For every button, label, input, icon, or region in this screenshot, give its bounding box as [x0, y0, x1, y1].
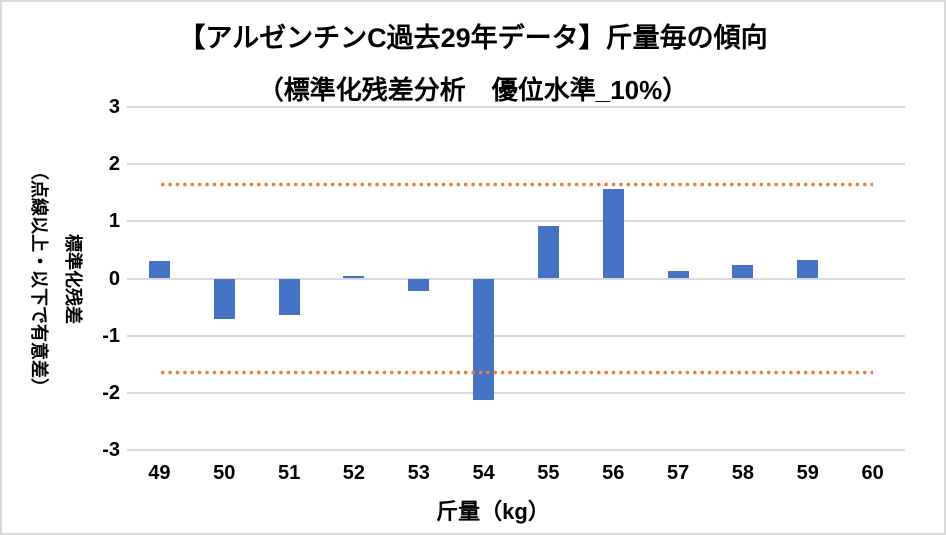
- x-axis-title: 斤量（kg）: [436, 499, 550, 524]
- bar-55: [537, 225, 559, 279]
- y-axis-title-line2: （点線以上・以下で有意差）: [29, 161, 49, 396]
- gridline-2: [127, 163, 905, 166]
- significance-line-lower: [159, 369, 873, 375]
- x-tick-label-59: 59: [796, 462, 819, 484]
- y-axis-title-text: 標準化残差 （点線以上・以下で有意差）: [22, 162, 90, 396]
- chart-subtitle: （標準化残差分析 優位水準_10%）: [257, 75, 689, 105]
- y-tick-label--1: -1: [102, 324, 120, 347]
- x-tick-label-52: 52: [342, 462, 366, 484]
- bar-51: [278, 278, 300, 316]
- bar-58: [732, 265, 754, 279]
- y-tick-label-2: 2: [108, 153, 120, 176]
- bar-53: [408, 278, 430, 291]
- bar-59: [797, 260, 819, 279]
- bar-52: [343, 276, 365, 279]
- gridline--1: [127, 334, 905, 337]
- x-tick-label-56: 56: [602, 462, 625, 484]
- y-tick-label--2: -2: [102, 381, 120, 404]
- y-tick-label--3: -3: [102, 439, 120, 461]
- bar-56: [602, 189, 624, 279]
- x-tick-label-51: 51: [277, 462, 301, 484]
- x-tick-label-57: 57: [666, 462, 690, 484]
- x-tick-label-55: 55: [537, 462, 560, 484]
- gridline-1: [127, 220, 905, 223]
- x-tick-label-60: 60: [861, 462, 884, 484]
- y-axis-title-line1: 標準化残差: [63, 233, 83, 324]
- bar-57: [667, 271, 689, 279]
- y-tick-label-0: 0: [108, 267, 120, 290]
- gridline--3: [127, 449, 905, 451]
- x-tick-label-54: 54: [472, 462, 495, 484]
- x-tick-label-53: 53: [407, 462, 430, 484]
- bar-49: [148, 260, 170, 279]
- chart-title: 【アルゼンチンC過去29年データ】斤量毎の傾向: [178, 23, 768, 53]
- x-tick-label-49: 49: [148, 462, 171, 484]
- y-tick-label-3: 3: [108, 96, 120, 118]
- bar-50: [213, 278, 235, 320]
- plot-area: [127, 106, 905, 451]
- gridline-3: [127, 106, 905, 108]
- x-tick-label-50: 50: [213, 462, 236, 484]
- significance-line-upper: [159, 182, 873, 188]
- y-tick-label-1: 1: [108, 210, 120, 233]
- gridline--2: [127, 391, 905, 394]
- x-tick-label-58: 58: [731, 462, 755, 484]
- bar-54: [473, 278, 495, 401]
- gridline-0: [127, 277, 905, 280]
